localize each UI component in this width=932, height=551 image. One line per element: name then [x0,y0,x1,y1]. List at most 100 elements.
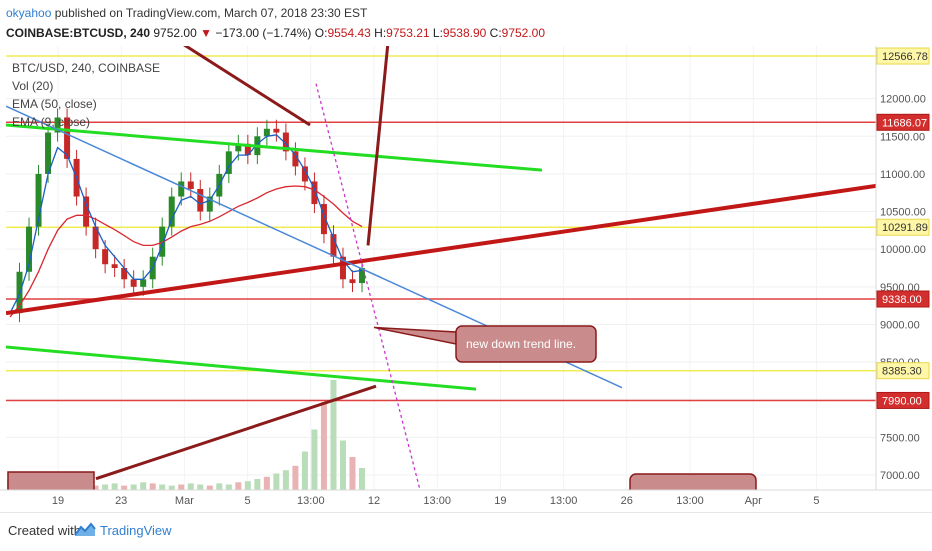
time-axis[interactable]: 19 23 Mar 5 13:00 12 13:00 19 13:00 26 13:00 Apr 5 [0,489,932,507]
y-tick-label: 10500.00 [880,207,926,219]
y-tick-label: 10000.00 [880,244,926,256]
volume-bar [339,440,346,490]
x-tick-label: 19 [52,495,64,507]
x-tick-label: 5 [245,495,251,507]
high-label: H: [374,26,387,40]
tradingview-logo-icon[interactable] [74,521,96,539]
x-tick-label: 13:00 [297,495,325,507]
callout-box-partial [629,473,757,490]
volume-bar [159,484,166,490]
level-tag [876,391,930,409]
volume-bar [168,485,175,490]
volume-bar [263,476,270,490]
candle-body [92,226,99,250]
level-tag-label: 7990.00 [882,395,922,407]
candle-body [301,166,308,182]
horizontal-levels [6,55,876,402]
volume-bar [254,479,261,490]
legend-ema9[interactable]: EMA (9, close) [12,115,91,129]
volume-bar [197,484,204,490]
published-text: published on TradingView.com, March 07, … [54,6,368,20]
volume-bar [178,484,185,490]
level-tag [876,113,930,131]
price-axis[interactable]: 7000.007500.008000.008500.009000.009500.… [875,46,930,490]
price-chart[interactable]: new down trend line. 7000.007500.008000.… [0,46,932,512]
volume-bar [130,484,137,490]
last-price: 9752.00 [153,26,197,40]
green-upper-channel [6,123,543,172]
level-tag [876,218,930,236]
candle-body [282,132,289,152]
candle-body [235,143,242,152]
level-tag-label: 9338.00 [882,294,922,306]
volume-bar [187,483,194,490]
volume-bar [235,482,242,490]
candle-body [35,173,42,227]
red-support-trendline [6,183,876,316]
chart-legend: BTC/USD, 240, COINBASE Vol (20) EMA (50,… [12,59,160,131]
close-value: 9752.00 [501,26,546,40]
legend-title: BTC/USD, 240, COINBASE [12,61,161,75]
high-value: 9753.21 [386,26,430,40]
candle-body [64,117,71,159]
level-tag-label: 11686.07 [882,117,927,129]
volume-bar [111,483,118,490]
y-tick-label: 7500.00 [880,432,920,444]
volume-bar [301,451,308,490]
ema-9-line [9,134,363,314]
candle-body [45,132,52,174]
y-tick-label: 11000.00 [880,169,925,181]
x-tick-label: 23 [115,495,127,507]
volume-bar [320,402,327,490]
candle-body [330,234,337,257]
x-tick-label: 12 [368,495,380,507]
candle-body [168,196,175,227]
callout-box-partial [7,471,95,490]
change-down-icon: ▼ [200,26,212,40]
level-tag [876,47,930,65]
x-tick-label: 26 [621,495,633,507]
candle-body [187,181,194,189]
dark-red-arrow [95,384,377,481]
candle-body [54,117,61,133]
level-tag-label: 12566.78 [882,51,928,63]
candle-body [225,151,232,174]
callout-text[interactable]: new down trend line. [466,337,576,351]
dark-red-ray [366,46,390,246]
x-tick-label: 5 [813,495,819,507]
volume-bar [92,485,99,490]
callout-box [455,325,597,363]
candle-body [140,279,147,287]
dark-red-ray [183,46,311,127]
legend-ema50[interactable]: EMA (50, close) [12,97,97,111]
close-label: C: [489,26,502,40]
level-tag [876,290,930,308]
x-tick-label: Apr [745,495,762,507]
candle-body [263,128,270,137]
trend-drawings: new down trend line. [6,46,876,490]
candle-body [130,279,137,287]
candle-body [83,196,90,227]
open-value: 9554.43 [327,26,371,40]
candle-body [349,279,356,284]
candle-body [197,188,204,212]
volume-bar [349,457,356,490]
open-label: O: [314,26,328,40]
y-tick-label: 9000.00 [880,319,920,331]
legend-volume[interactable]: Vol (20) [12,79,54,93]
x-tick-label: 13:00 [423,495,451,507]
candle-body [111,264,118,268]
tradingview-brand-link[interactable]: TradingView [100,523,172,538]
volume-bar [359,468,365,490]
green-lower-channel [6,345,477,391]
created-with-text: Created with [8,523,81,538]
ema-50-line [9,185,363,318]
author-link[interactable]: okyahoo [6,6,52,20]
volume-bar [311,429,318,490]
level-tag-label: 10291.89 [882,222,928,234]
candle-body [206,196,213,212]
y-tick-label: 11500.00 [880,131,925,143]
candle-body [244,143,251,156]
volume-bar [121,485,128,490]
price-change: −173.00 (−1.74%) [215,26,312,40]
